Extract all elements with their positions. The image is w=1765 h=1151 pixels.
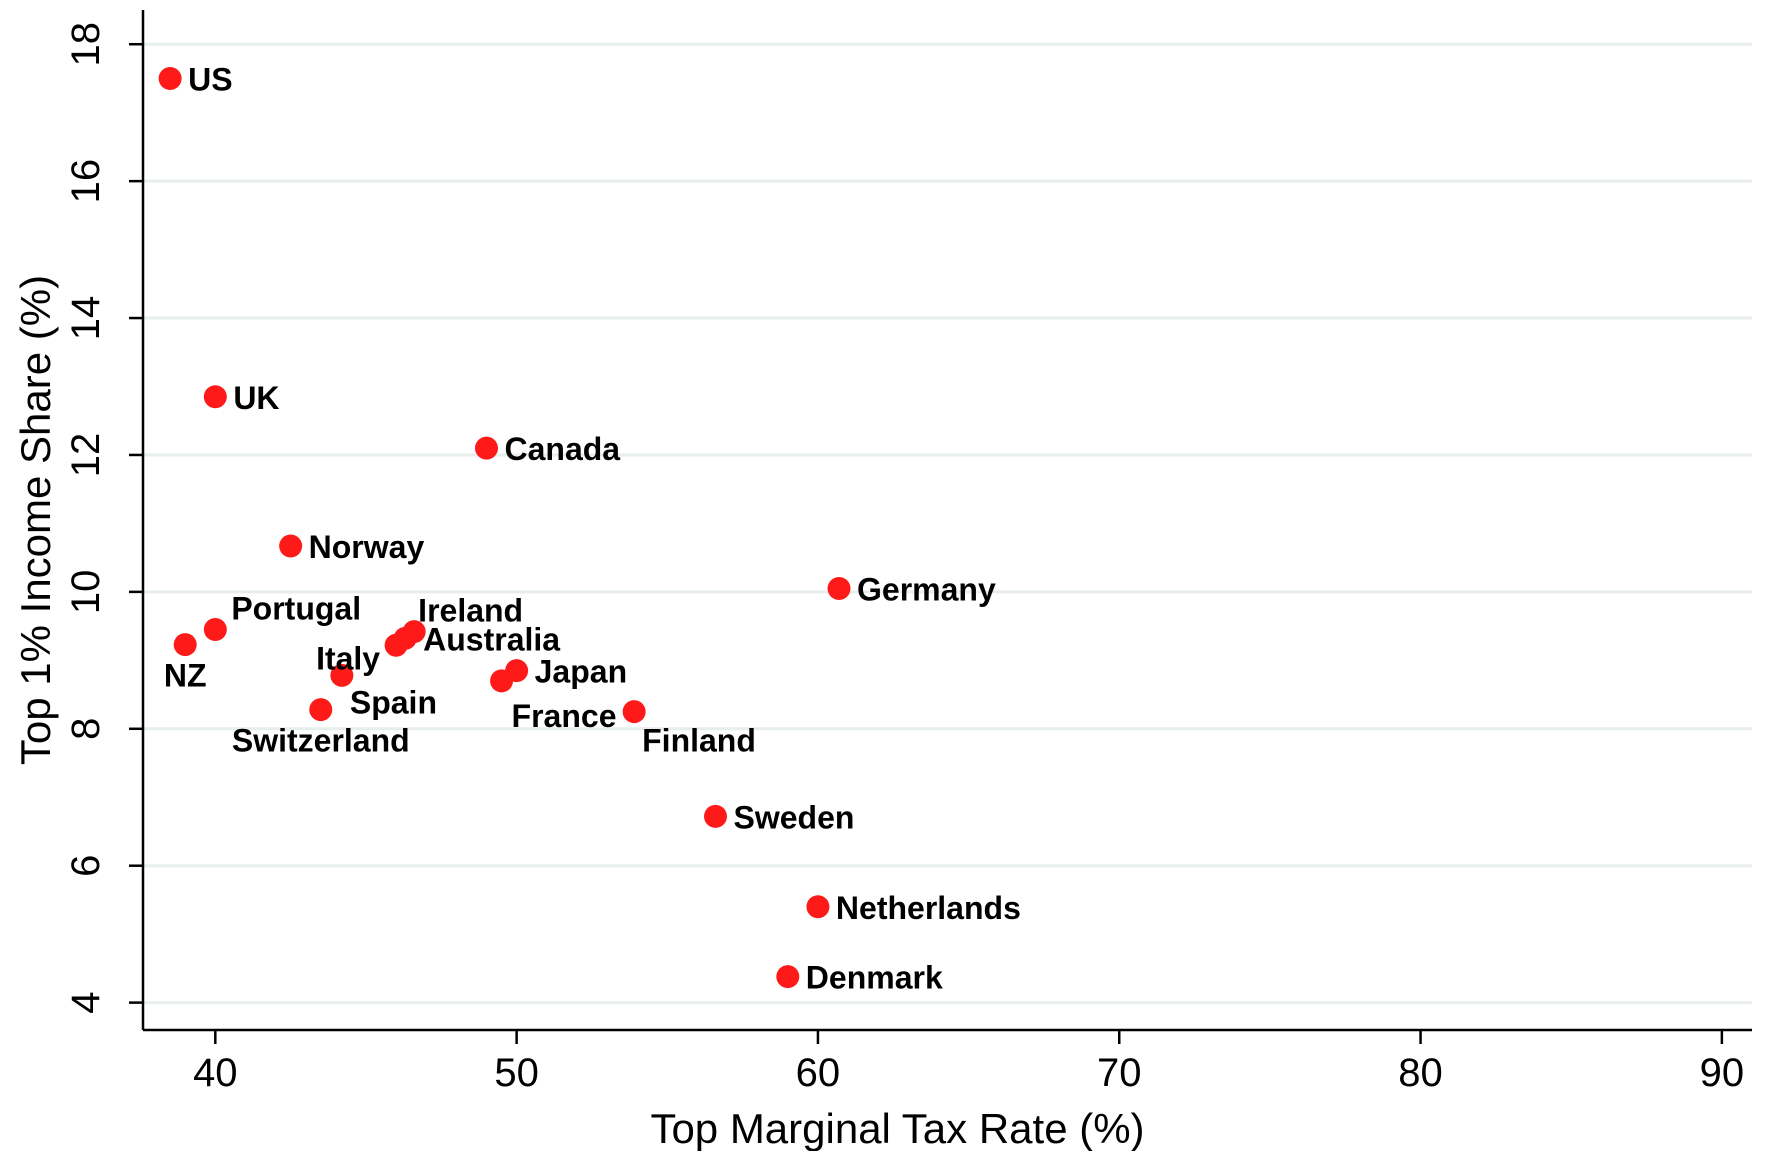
point-label: NZ xyxy=(164,658,207,694)
point-label: Japan xyxy=(535,654,627,690)
y-tick-label: 6 xyxy=(64,855,108,877)
x-tick-label: 50 xyxy=(494,1051,539,1095)
data-point xyxy=(203,618,227,642)
point-label: Germany xyxy=(857,571,996,607)
y-tick-label: 16 xyxy=(64,159,108,204)
point-label: Australia xyxy=(423,621,560,657)
point-labels: US UK Canada Norway Germany Portugal NZ Ireland… xyxy=(164,61,1021,995)
x-tick-label: 40 xyxy=(193,1051,238,1095)
point-label: Finland xyxy=(642,723,756,759)
x-tick-label: 80 xyxy=(1398,1051,1443,1095)
data-point xyxy=(490,669,514,693)
x-tick-label: 90 xyxy=(1700,1051,1745,1095)
tick-labels: 40 50 60 70 80 90 4 6 8 10 12 14 16 18 xyxy=(64,22,1744,1095)
point-label: France xyxy=(512,698,617,734)
y-tick-label: 14 xyxy=(64,296,108,341)
y-tick-label: 12 xyxy=(64,433,108,478)
data-point xyxy=(203,385,227,409)
data-point xyxy=(827,576,851,600)
data-points xyxy=(158,66,851,989)
point-label: Switzerland xyxy=(232,723,410,759)
data-point xyxy=(309,698,333,722)
y-tick-label: 4 xyxy=(64,991,108,1013)
y-tick-label: 10 xyxy=(64,570,108,615)
data-point xyxy=(158,66,182,90)
data-point xyxy=(474,436,498,460)
data-point xyxy=(173,633,197,657)
x-tick-label: 70 xyxy=(1097,1051,1142,1095)
x-tick-label: 60 xyxy=(796,1051,841,1095)
point-label: UK xyxy=(233,380,279,416)
data-point xyxy=(330,663,354,687)
y-tick-label: 8 xyxy=(64,718,108,740)
data-point xyxy=(622,700,646,724)
data-point xyxy=(806,895,830,919)
gridlines xyxy=(143,42,1752,1005)
y-tick-label: 18 xyxy=(64,22,108,67)
data-point xyxy=(703,804,727,828)
data-point xyxy=(776,965,800,989)
y-axis-title: Top 1% Income Share (%) xyxy=(12,275,59,765)
point-label: US xyxy=(188,61,232,97)
point-label: Sweden xyxy=(733,799,854,835)
point-label: Norway xyxy=(309,529,425,565)
point-label: Portugal xyxy=(231,591,361,627)
data-point xyxy=(279,534,303,558)
data-point xyxy=(384,633,408,657)
point-label: Italy xyxy=(316,640,380,676)
point-label: Spain xyxy=(350,684,437,720)
point-label: Ireland xyxy=(418,593,523,629)
point-label: Netherlands xyxy=(836,890,1021,926)
axes xyxy=(129,10,1752,1044)
x-axis-title: Top Marginal Tax Rate (%) xyxy=(650,1105,1144,1151)
point-label: Canada xyxy=(504,431,620,467)
point-label: Denmark xyxy=(806,960,943,996)
